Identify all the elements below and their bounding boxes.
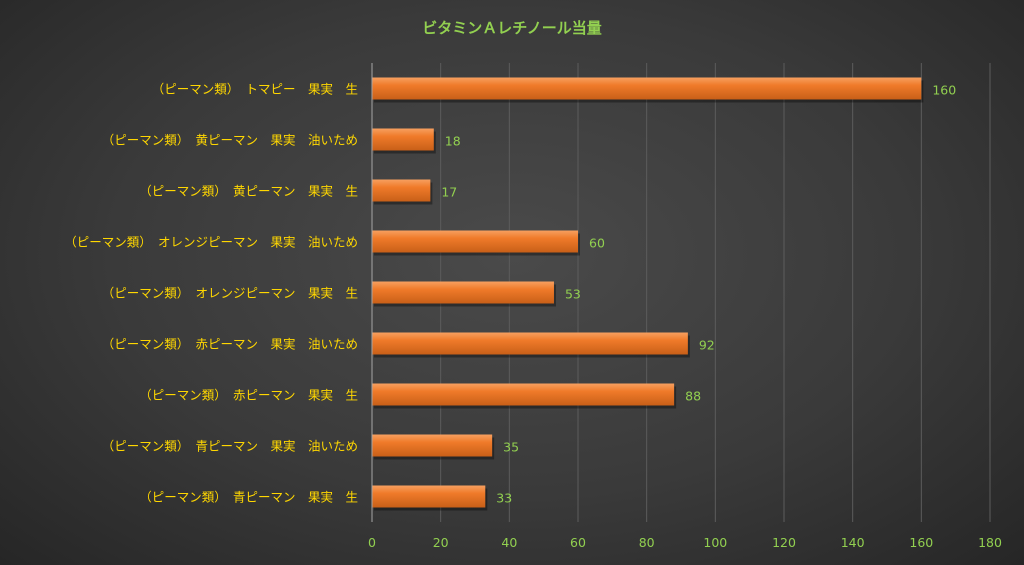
category-label: （ピーマン類） 黄ピーマン 果実 生: [139, 184, 358, 199]
value-axis: 0 20 40 60 80 100 120 140 160 180: [368, 535, 1002, 550]
bar: [372, 485, 486, 508]
x-tick-label: 60: [570, 535, 586, 550]
bar: [372, 383, 675, 406]
data-label: 18: [445, 134, 461, 149]
category-label: （ピーマン類） 青ピーマン 果実 油いため: [102, 439, 358, 454]
category-label: （ピーマン類） 赤ピーマン 果実 生: [139, 388, 358, 403]
data-label: 53: [565, 287, 581, 302]
category-axis: （ピーマン類） トマピー 果実 生 （ピーマン類） 黄ピーマン 果実 油いため （ピ…: [64, 63, 373, 522]
bars: 160 18 17 60 53 92 88 35 33: [372, 77, 956, 511]
bar: [372, 77, 922, 100]
bar: [372, 332, 688, 355]
bar: [372, 230, 578, 253]
bar: [372, 434, 493, 457]
chart-title: ビタミンＡレチノール当量: [422, 19, 602, 37]
data-label: 17: [441, 185, 457, 200]
category-label: （ピーマン類） トマピー 果実 生: [152, 82, 358, 97]
x-tick-label: 160: [909, 535, 933, 550]
data-label: 92: [699, 338, 715, 353]
x-tick-label: 80: [639, 535, 655, 550]
data-label: 160: [932, 83, 956, 98]
category-label: （ピーマン類） オレンジピーマン 果実 油いため: [64, 235, 358, 250]
category-label: （ピーマン類） 赤ピーマン 果実 油いため: [102, 337, 358, 352]
category-label: （ピーマン類） 青ピーマン 果実 生: [139, 490, 358, 505]
x-tick-label: 20: [433, 535, 449, 550]
data-label: 60: [589, 236, 605, 251]
x-tick-label: 100: [703, 535, 727, 550]
data-label: 33: [496, 491, 512, 506]
data-label: 88: [685, 389, 701, 404]
category-label: （ピーマン類） オレンジピーマン 果実 生: [102, 286, 358, 301]
x-tick-label: 180: [978, 535, 1002, 550]
bar: [372, 179, 431, 202]
category-label: （ピーマン類） 黄ピーマン 果実 油いため: [102, 133, 358, 148]
gridlines: [440, 63, 991, 522]
bar: [372, 128, 434, 151]
x-tick-label: 140: [841, 535, 865, 550]
data-label: 35: [503, 440, 519, 455]
x-tick-label: 40: [501, 535, 517, 550]
x-tick-label: 0: [368, 535, 376, 550]
x-tick-label: 120: [772, 535, 796, 550]
bar: [372, 281, 554, 304]
